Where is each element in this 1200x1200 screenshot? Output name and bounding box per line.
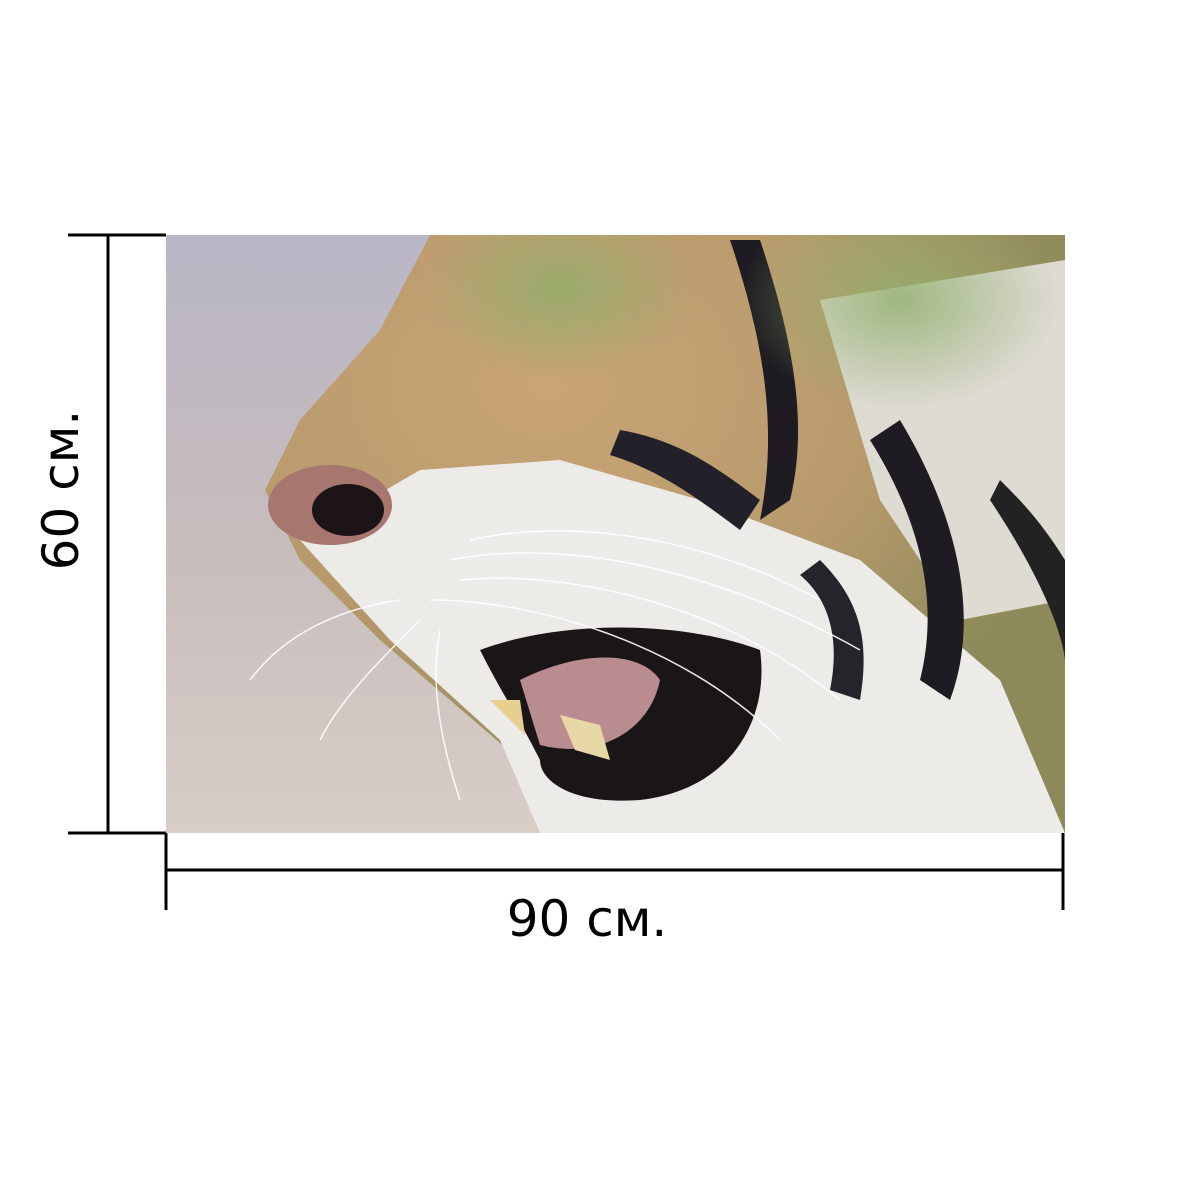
width-label: 90 см.	[507, 890, 668, 948]
height-label: 60 см.	[32, 410, 90, 571]
tiger-photo	[166, 235, 1065, 833]
dimension-lines	[68, 233, 1065, 910]
